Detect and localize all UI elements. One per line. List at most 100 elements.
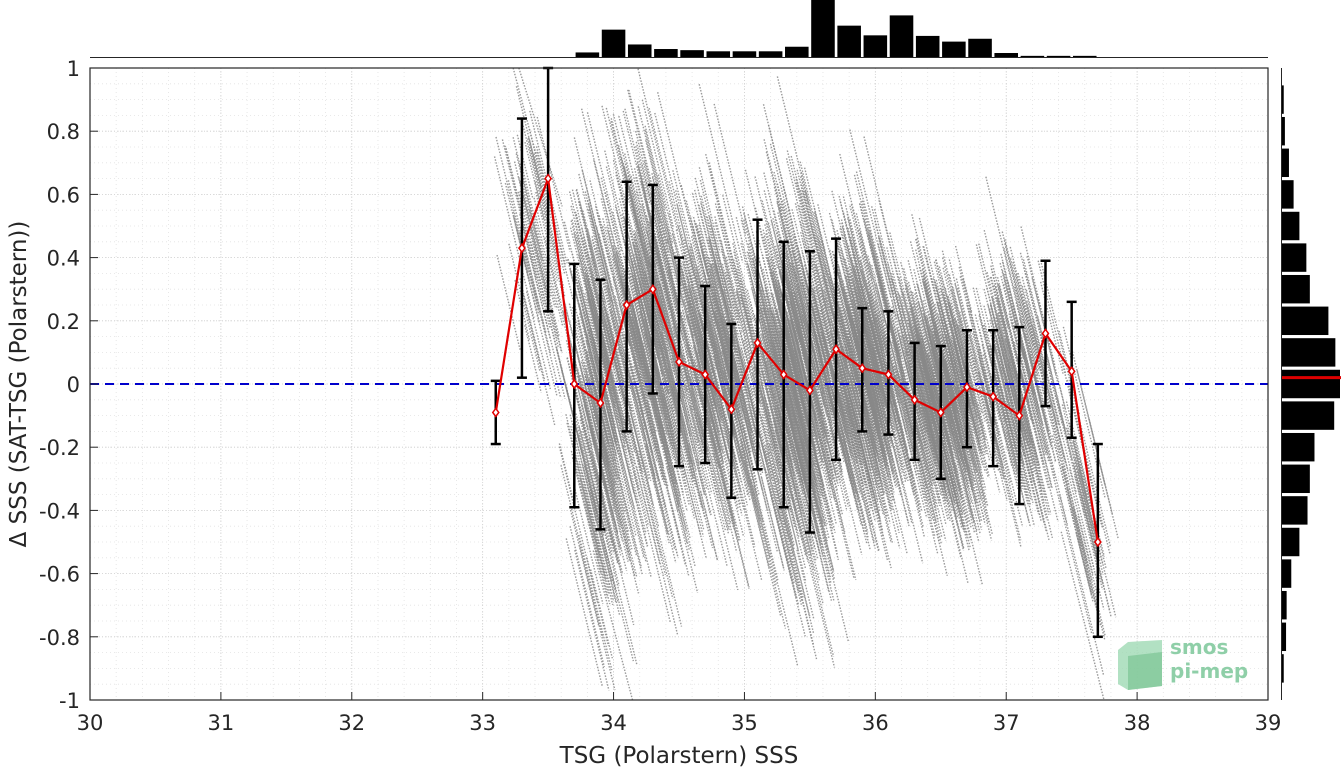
- scatter-streak: [680, 311, 720, 468]
- scatter-streak: [832, 344, 864, 464]
- scatter-streak: [927, 367, 972, 541]
- scatter-streak: [560, 465, 604, 637]
- scatter-streak: [680, 243, 722, 405]
- scatter-streak: [1001, 391, 1036, 527]
- scatter-streak: [627, 323, 665, 470]
- scatter-streak: [608, 299, 632, 391]
- scatter-streak: [803, 264, 847, 435]
- scatter-streak: [676, 312, 699, 397]
- scatter-streak: [854, 341, 880, 437]
- scatter-streak: [916, 358, 958, 519]
- scatter-streak: [1073, 437, 1107, 569]
- scatter-streak: [580, 361, 622, 524]
- scatter-streak: [615, 171, 661, 351]
- scatter-streak: [593, 321, 626, 448]
- scatter-streak: [628, 324, 648, 397]
- scatter-streak: [558, 446, 599, 603]
- scatter-streak: [628, 428, 667, 576]
- scatter-streak: [851, 366, 885, 496]
- scatter-streak: [839, 393, 858, 463]
- mean-point: [989, 391, 998, 402]
- top-histogram-bar: [1046, 55, 1071, 57]
- scatter-streak: [758, 318, 796, 464]
- scatter-streak: [717, 320, 738, 397]
- scatter-streak: [622, 445, 649, 547]
- scatter-streak: [599, 322, 636, 465]
- scatter-streak: [958, 325, 985, 430]
- scatter-streak: [629, 401, 650, 480]
- axis-ticks: 30 31 32 33 34 35 36 37 38 39 -1 -0.8 -0.6 -0.4 -0.2 0 0…: [39, 57, 1281, 735]
- mean-point: [675, 356, 683, 368]
- scatter-streak: [941, 257, 970, 367]
- mean-point: [570, 378, 579, 390]
- scatter-streak: [795, 572, 815, 646]
- scatter-streak: [788, 319, 819, 438]
- scatter-streak: [804, 191, 848, 363]
- top-histogram-bar: [994, 53, 1019, 57]
- scatter-streak: [841, 309, 879, 455]
- scatter-streak: [637, 68, 679, 232]
- scatter-streak: [772, 341, 810, 487]
- scatter-streak: [851, 332, 894, 501]
- scatter-streak: [666, 298, 704, 446]
- scatter-streak: [668, 181, 699, 302]
- scatter-streak: [904, 402, 948, 576]
- top-histogram-bar: [601, 29, 626, 57]
- scatter-streak: [869, 293, 886, 358]
- scatter-streak: [580, 430, 620, 587]
- scatter-streak: [997, 314, 1015, 378]
- scatter-streak: [740, 242, 778, 390]
- scatter-streak: [794, 266, 832, 414]
- scatter-streak: [794, 203, 810, 259]
- scatter-streak: [783, 337, 815, 457]
- scatter-streak: [877, 243, 897, 318]
- scatter-streak: [758, 339, 803, 517]
- scatter-streak: [955, 464, 972, 528]
- scatter-streak: [937, 383, 955, 451]
- scatter-streak: [699, 179, 733, 309]
- scatter-streak: [840, 315, 881, 476]
- top-histogram-bar: [575, 52, 600, 57]
- right-histogram-bar: [1282, 432, 1315, 462]
- scatter-streak: [581, 381, 610, 494]
- scatter-streak: [522, 125, 566, 297]
- scatter-streak: [858, 331, 899, 488]
- scatter-streak: [940, 396, 976, 533]
- scatter-streak: [781, 380, 801, 453]
- scatter-streak: [507, 180, 552, 354]
- scatter-streak: [776, 232, 804, 339]
- scatter-streak: [528, 139, 562, 268]
- scatter-streak: [1008, 341, 1052, 515]
- x-tick-label: 38: [1124, 711, 1151, 735]
- scatter-streak: [1009, 258, 1045, 395]
- scatter-streak: [618, 115, 657, 268]
- scatter-streak: [771, 463, 811, 617]
- scatter-streak: [874, 220, 913, 375]
- scatter-streak: [579, 419, 608, 531]
- right-histogram-bar: [1282, 116, 1285, 146]
- scatter-streak: [645, 140, 682, 286]
- scatter-streak: [814, 418, 855, 579]
- scatter-streak: [504, 145, 545, 306]
- scatter-streak: [596, 488, 614, 554]
- scatter-streak: [577, 380, 603, 476]
- scatter-streak: [887, 427, 913, 524]
- scatter-streak: [571, 306, 617, 485]
- scatter-streak: [732, 243, 753, 321]
- scatter-streak: [801, 439, 824, 524]
- scatter-streak: [590, 257, 634, 429]
- scatter-streak: [771, 484, 800, 592]
- mean-point: [832, 343, 841, 355]
- scatter-streak: [961, 367, 982, 442]
- scatter-streak: [824, 420, 848, 510]
- x-tick-label: 37: [993, 711, 1020, 735]
- scatter-streak: [524, 141, 545, 220]
- scatter-streak: [780, 293, 824, 463]
- scatter-streak: [790, 155, 813, 240]
- scatter-streak: [688, 370, 730, 531]
- scatter-streak: [644, 274, 665, 350]
- scatter-streak: [533, 153, 550, 213]
- scatter-streak: [695, 291, 733, 440]
- scatter-streak: [850, 237, 870, 310]
- scatter-streak: [940, 327, 962, 411]
